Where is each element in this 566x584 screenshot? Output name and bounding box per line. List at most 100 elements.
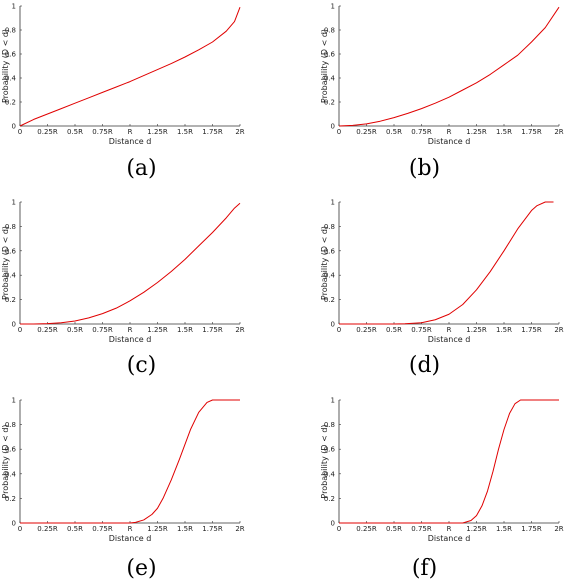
x-tick-label: 1.75R xyxy=(202,128,223,136)
y-tick-label: 0.2 xyxy=(5,99,16,107)
chart-panel-c: 0 0.25R 0.5R 0.75R R 1.25R 1.5R 1.75R 2R 0 0.2 0.4 0… xyxy=(0,194,283,388)
x-tick-label: R xyxy=(128,128,133,136)
panel-caption-a: (a) xyxy=(126,156,157,181)
x-tick-label: 1.25R xyxy=(147,525,168,533)
x-tick-label: R xyxy=(128,525,133,533)
y-tick-label: 0.4 xyxy=(5,75,17,83)
x-tick-label: 1.5R xyxy=(177,326,193,334)
series-line xyxy=(339,399,559,524)
x-tick-label: 0.5R xyxy=(386,326,402,334)
x-tick-label: 1.75R xyxy=(521,128,542,136)
x-tick-label: 0.25R xyxy=(37,128,58,136)
x-tick-label: 1.5R xyxy=(177,525,193,533)
chart-panel-e: 0 0.25R 0.5R 0.75R R 1.25R 1.5R 1.75R 2R 0 0.2 0.4 0… xyxy=(0,388,283,582)
x-tick-label: 0.5R xyxy=(67,525,83,533)
x-tick-label: 0.75R xyxy=(411,326,432,334)
x-tick-label: R xyxy=(447,128,452,136)
y-tick-label: 0.8 xyxy=(324,223,335,231)
x-tick-label: 1.25R xyxy=(466,525,487,533)
x-axis-label: Distance d xyxy=(428,534,471,543)
x-tick-label: 0.75R xyxy=(411,525,432,533)
y-tick-label: 0 xyxy=(331,520,335,528)
panel-caption-f: (f) xyxy=(411,556,438,581)
x-axis-label: Distance d xyxy=(428,137,471,146)
y-axis-label: Probability (D < d) xyxy=(320,424,329,498)
y-tick-label: 0.6 xyxy=(5,446,17,454)
chart-b: 0 0.25R 0.5R 0.75R R 1.25R 1.5R 1.75R 2R 0 0.2 0.4 0… xyxy=(320,3,564,147)
y-tick-label: 0.2 xyxy=(324,495,335,503)
x-tick-label: 2R xyxy=(554,525,563,533)
x-tick-label: 0.75R xyxy=(411,128,432,136)
y-tick-label: 0.4 xyxy=(5,470,17,478)
x-tick-label: 1.5R xyxy=(496,525,512,533)
y-axis-label: Probability (D < d) xyxy=(1,226,10,300)
y-tick-label: 0.8 xyxy=(324,27,335,35)
x-axis-label: Distance d xyxy=(428,335,471,344)
y-tick-label: 0.8 xyxy=(5,27,16,35)
y-tick-label: 0.4 xyxy=(5,272,17,280)
x-tick-label: 0.5R xyxy=(67,128,83,136)
x-tick-label: 2R xyxy=(554,326,563,334)
y-tick-label: 0 xyxy=(331,321,335,329)
y-tick-label: 0.2 xyxy=(324,296,335,304)
x-tick-label: 1.75R xyxy=(521,525,542,533)
x-tick-label: 0.75R xyxy=(92,128,113,136)
x-tick-label: 1.5R xyxy=(177,128,193,136)
chart-f: 0 0.25R 0.5R 0.75R R 1.25R 1.5R 1.75R 2R 0 0.2 0.4 0… xyxy=(320,397,564,544)
chart-panel-f: 0 0.25R 0.5R 0.75R R 1.25R 1.5R 1.75R 2R 0 0.2 0.4 0… xyxy=(283,388,566,582)
y-tick-label: 0.8 xyxy=(5,421,16,429)
x-tick-label: 0.25R xyxy=(356,128,377,136)
y-tick-label: 1 xyxy=(331,199,335,207)
x-tick-label: R xyxy=(447,525,452,533)
y-tick-label: 0 xyxy=(12,123,16,131)
x-tick-label: 1.75R xyxy=(521,326,542,334)
x-tick-label: 0.25R xyxy=(356,326,377,334)
x-tick-label: 0 xyxy=(337,525,341,533)
x-tick-label: 0.5R xyxy=(386,128,402,136)
series-line xyxy=(20,202,241,325)
y-tick-label: 0.6 xyxy=(5,51,17,59)
x-tick-label: 0 xyxy=(18,128,22,136)
y-tick-label: 1 xyxy=(12,3,16,11)
series-line xyxy=(19,7,241,127)
x-tick-label: 1.5R xyxy=(496,128,512,136)
y-tick-label: 0.4 xyxy=(324,75,336,83)
y-tick-label: 1 xyxy=(331,397,335,405)
series-line xyxy=(339,201,554,325)
x-tick-label: 2R xyxy=(235,128,244,136)
x-tick-label: R xyxy=(447,326,452,334)
x-tick-label: 0 xyxy=(18,525,22,533)
y-axis-label: Probability (D < d) xyxy=(320,29,329,103)
chart-panel-b: 0 0.25R 0.5R 0.75R R 1.25R 1.5R 1.75R 2R 0 0.2 0.4 0… xyxy=(283,0,566,194)
x-tick-label: 1.5R xyxy=(496,326,512,334)
series-line xyxy=(20,399,240,524)
chart-c: 0 0.25R 0.5R 0.75R R 1.25R 1.5R 1.75R 2R 0 0.2 0.4 0… xyxy=(1,199,245,345)
y-tick-label: 0.6 xyxy=(324,51,336,59)
x-axis-label: Distance d xyxy=(109,335,152,344)
x-axis-label: Distance d xyxy=(109,534,152,543)
series-line xyxy=(338,6,560,127)
y-tick-label: 0.8 xyxy=(324,421,335,429)
x-tick-label: 0.25R xyxy=(37,326,58,334)
y-axis-label: Probability (D < d) xyxy=(1,29,10,103)
x-tick-label: 0.5R xyxy=(386,525,402,533)
x-tick-label: 1.25R xyxy=(147,128,168,136)
y-tick-label: 0.2 xyxy=(324,99,335,107)
x-axis-label: Distance d xyxy=(109,137,152,146)
y-axis-label: Probability (D < d) xyxy=(1,424,10,498)
x-tick-label: 1.25R xyxy=(466,128,487,136)
chart-panel-d: 0 0.25R 0.5R 0.75R R 1.25R 1.5R 1.75R 2R 0 0.2 0.4 0… xyxy=(283,194,566,388)
chart-e: 0 0.25R 0.5R 0.75R R 1.25R 1.5R 1.75R 2R 0 0.2 0.4 0… xyxy=(1,397,245,544)
y-tick-label: 0.6 xyxy=(324,446,336,454)
y-tick-label: 1 xyxy=(331,3,335,11)
panel-caption-d: (d) xyxy=(408,353,441,378)
y-tick-label: 0.6 xyxy=(324,247,336,255)
y-tick-label: 0.2 xyxy=(5,296,16,304)
panel-caption-e: (e) xyxy=(126,556,157,581)
x-tick-label: R xyxy=(128,326,133,334)
panel-caption-b: (b) xyxy=(408,156,441,181)
y-tick-label: 0.6 xyxy=(5,247,17,255)
x-tick-label: 1.75R xyxy=(202,326,223,334)
x-tick-label: 1.25R xyxy=(466,326,487,334)
